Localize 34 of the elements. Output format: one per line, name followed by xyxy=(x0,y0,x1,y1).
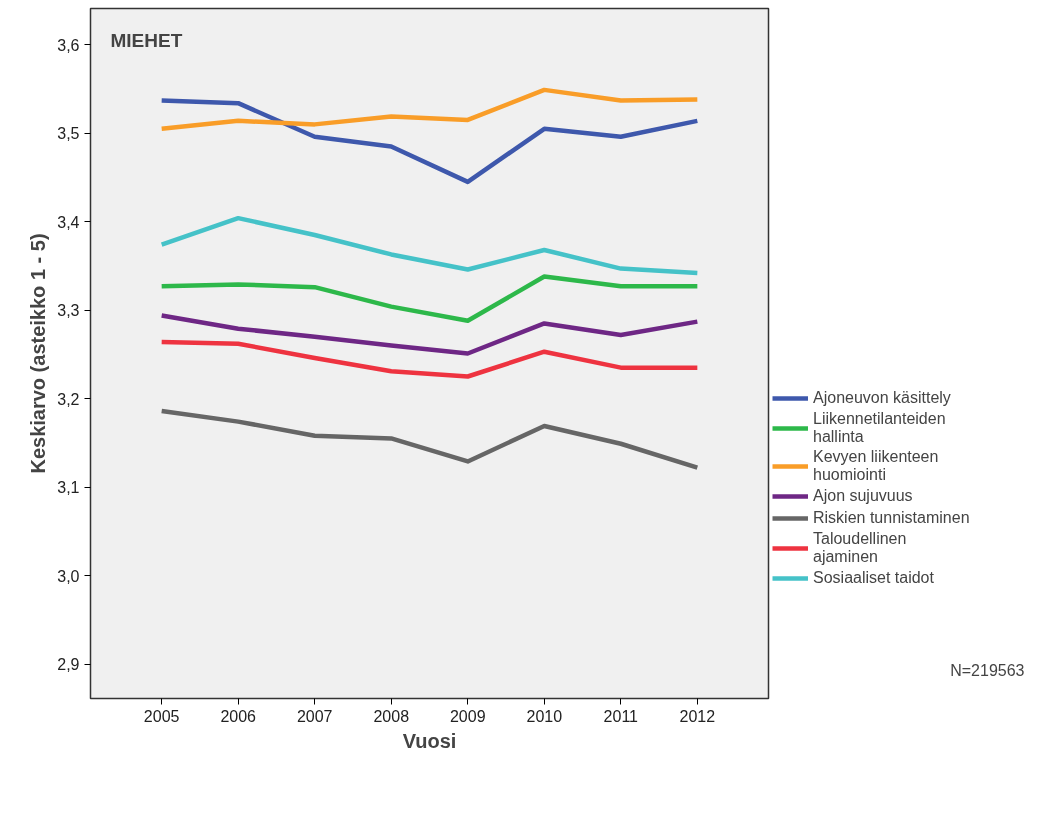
line-series xyxy=(159,339,700,379)
x-tick-label: 2005 xyxy=(143,707,180,725)
line-series xyxy=(159,408,700,470)
legend-label: Ajoneuvon käsittely xyxy=(813,389,951,407)
y-tick-label: 3,0 xyxy=(57,567,80,585)
legend-label: Riskien tunnistaminen xyxy=(813,509,970,527)
x-tick-label: 2012 xyxy=(679,707,716,725)
text: MIEHET xyxy=(110,29,183,51)
y-tick-label: 3,4 xyxy=(57,213,80,231)
line-series xyxy=(159,274,700,324)
legend-label: Taloudellinen ajaminen xyxy=(813,530,907,566)
legend-label: Kevyen liikenteen huomiointi xyxy=(813,448,939,484)
line-series xyxy=(159,98,700,185)
line-series xyxy=(159,215,700,276)
x-tick-label: 2007 xyxy=(296,707,333,725)
x-tick-label: 2011 xyxy=(603,707,639,725)
y-tick-label: 3,3 xyxy=(57,302,80,320)
y-tick-label: 3,5 xyxy=(57,125,80,143)
line-series xyxy=(159,87,700,132)
legend-label: Sosiaaliset taidot xyxy=(813,569,934,587)
x-tick-label: 2008 xyxy=(373,707,410,725)
line-series xyxy=(159,313,700,356)
y-tick-label: 3,2 xyxy=(57,390,80,408)
y-tick-label: 2,9 xyxy=(57,656,80,673)
legend-label: Ajon sujuvuus xyxy=(813,487,913,505)
legend-label: Liikennetilanteiden hallinta xyxy=(813,410,946,446)
y-tick-label: 3,1 xyxy=(57,479,80,497)
x-tick-label: 2010 xyxy=(526,707,563,725)
x-axis-title: Vuosi xyxy=(402,729,457,752)
x-tick-label: 2009 xyxy=(449,707,486,725)
x-tick-label: 2006 xyxy=(220,707,257,725)
y-tick-label: 3,6 xyxy=(57,36,80,54)
text: N=219563 xyxy=(950,661,1025,679)
y-axis-title: Keskiarvo (asteikko 1 - 5) xyxy=(27,233,50,474)
